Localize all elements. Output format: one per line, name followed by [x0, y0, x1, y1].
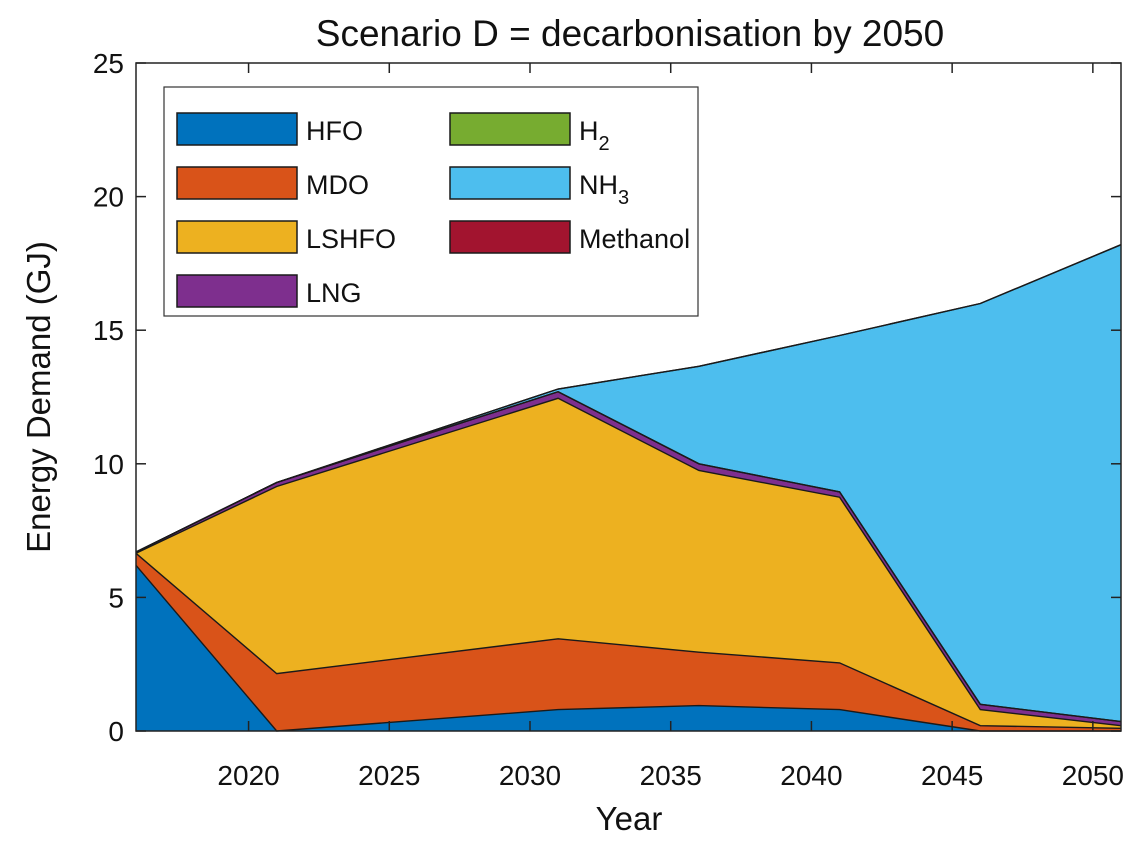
legend-label: LSHFO	[306, 224, 396, 254]
legend-label-subscript: 3	[618, 187, 629, 209]
y-tick-label: 0	[108, 716, 124, 747]
x-tick-label: 2025	[358, 760, 420, 791]
x-tick-label: 2040	[780, 760, 842, 791]
x-tick-label: 2050	[1062, 760, 1124, 791]
x-axis-label: Year	[596, 800, 663, 837]
legend-label: Methanol	[579, 224, 690, 254]
chart-title: Scenario D = decarbonisation by 2050	[316, 13, 944, 54]
legend-swatch	[449, 112, 571, 146]
legend-label: LNG	[306, 278, 362, 308]
legend-swatch	[176, 166, 298, 200]
legend-swatch	[176, 274, 298, 308]
x-tick-label: 2030	[499, 760, 561, 791]
legend-swatch	[449, 166, 571, 200]
boundary-lshfo	[135, 397, 1122, 727]
legend-swatch	[449, 220, 571, 254]
area-lshfo	[136, 398, 1121, 729]
area-hfo	[136, 565, 1121, 731]
area-boundaries	[135, 244, 1122, 732]
legend-label: HFO	[306, 116, 363, 146]
y-axis-label: Energy Demand (GJ)	[20, 241, 57, 553]
x-tick-label: 2045	[921, 760, 983, 791]
legend-swatch	[176, 112, 298, 146]
area-nh3	[136, 244, 1121, 722]
legend-label: MDO	[306, 170, 369, 200]
y-tick-label: 15	[93, 315, 124, 346]
area-layers	[136, 244, 1121, 731]
x-tick-label: 2020	[217, 760, 279, 791]
y-tick-label: 20	[93, 182, 124, 213]
y-axis-ticks: 0 5 10 15 20 25	[93, 48, 1121, 747]
plot-frame	[135, 62, 1122, 732]
y-tick-label: 5	[108, 582, 124, 613]
legend-label-subscript: 2	[599, 133, 610, 155]
area-mdo	[136, 553, 1121, 731]
x-tick-label: 2035	[640, 760, 702, 791]
y-tick-label: 25	[93, 48, 124, 79]
y-tick-label: 10	[93, 449, 124, 480]
x-axis-ticks: 2020 2025 2030 2035 2040 2045 2050	[217, 63, 1124, 791]
boundary-methanol	[135, 244, 1122, 553]
boundary-mdo	[135, 552, 1122, 729]
legend-swatch	[176, 220, 298, 254]
